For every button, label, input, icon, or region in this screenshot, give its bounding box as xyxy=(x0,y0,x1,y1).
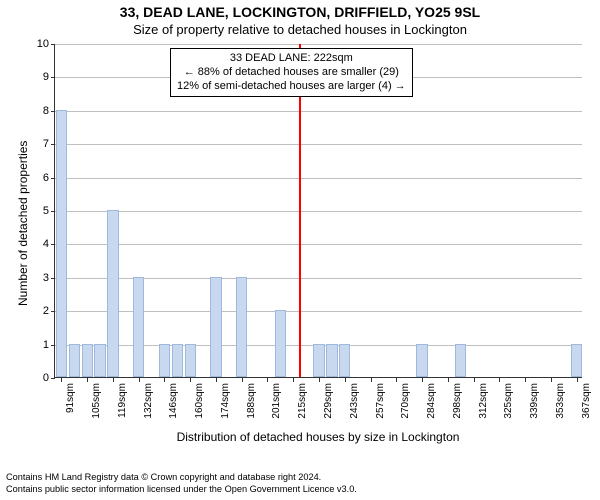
page-title: 33, DEAD LANE, LOCKINGTON, DRIFFIELD, YO… xyxy=(0,4,600,20)
x-tick-mark xyxy=(422,378,423,382)
x-tick-label: 188sqm xyxy=(246,383,257,419)
footer-line-2: Contains public sector information licen… xyxy=(6,484,357,496)
x-tick-label: 146sqm xyxy=(168,383,179,419)
y-tick-label: 2 xyxy=(43,305,49,317)
histogram-bar xyxy=(326,344,337,377)
annotation-box: 33 DEAD LANE: 222sqm ← 88% of detached h… xyxy=(170,48,413,97)
y-tick-mark xyxy=(51,345,55,346)
x-tick-mark xyxy=(345,378,346,382)
x-tick-mark xyxy=(113,378,114,382)
x-tick-label: 298sqm xyxy=(452,383,463,419)
histogram-bar xyxy=(210,277,221,377)
x-tick-mark xyxy=(242,378,243,382)
x-tick-label: 201sqm xyxy=(271,383,282,419)
x-tick-label: 229sqm xyxy=(323,383,334,419)
x-axis-label: Distribution of detached houses by size … xyxy=(54,430,582,444)
x-tick-mark xyxy=(396,378,397,382)
x-tick-label: 312sqm xyxy=(478,383,489,419)
x-tick-label: 353sqm xyxy=(555,383,566,419)
y-tick-mark xyxy=(51,311,55,312)
y-tick-label: 10 xyxy=(37,38,49,50)
gridline xyxy=(55,244,582,245)
histogram-bar xyxy=(455,344,466,377)
y-tick-label: 6 xyxy=(43,172,49,184)
histogram-bar xyxy=(133,277,144,377)
x-tick-label: 270sqm xyxy=(400,383,411,419)
annotation-line-2: ← 88% of detached houses are smaller (29… xyxy=(177,66,406,80)
x-tick-mark xyxy=(267,378,268,382)
y-tick-mark xyxy=(51,378,55,379)
histogram-bar xyxy=(69,344,80,377)
histogram-bar xyxy=(313,344,324,377)
x-tick-mark xyxy=(216,378,217,382)
y-tick-label: 1 xyxy=(43,339,49,351)
histogram-bar xyxy=(236,277,247,377)
y-tick-mark xyxy=(51,211,55,212)
y-tick-label: 4 xyxy=(43,238,49,250)
x-tick-mark xyxy=(139,378,140,382)
footer-line-1: Contains HM Land Registry data © Crown c… xyxy=(6,472,357,484)
x-tick-label: 174sqm xyxy=(220,383,231,419)
y-tick-label: 3 xyxy=(43,272,49,284)
histogram-bar xyxy=(172,344,183,377)
y-tick-label: 9 xyxy=(43,71,49,83)
x-tick-mark xyxy=(577,378,578,382)
gridline xyxy=(55,144,582,145)
gridline xyxy=(55,178,582,179)
annotation-line-3: 12% of semi-detached houses are larger (… xyxy=(177,80,406,94)
x-tick-mark xyxy=(319,378,320,382)
x-tick-mark xyxy=(164,378,165,382)
x-tick-label: 325sqm xyxy=(503,383,514,419)
x-tick-mark xyxy=(474,378,475,382)
histogram-bar xyxy=(571,344,582,377)
x-tick-mark xyxy=(551,378,552,382)
histogram-bar xyxy=(339,344,350,377)
y-tick-mark xyxy=(51,111,55,112)
y-tick-mark xyxy=(51,144,55,145)
y-tick-mark xyxy=(51,244,55,245)
gridline xyxy=(55,111,582,112)
x-tick-label: 339sqm xyxy=(529,383,540,419)
y-tick-label: 8 xyxy=(43,105,49,117)
x-tick-mark xyxy=(87,378,88,382)
attribution-footer: Contains HM Land Registry data © Crown c… xyxy=(6,472,357,495)
x-tick-label: 215sqm xyxy=(297,383,308,419)
histogram-bar xyxy=(275,310,286,377)
page-subtitle: Size of property relative to detached ho… xyxy=(0,22,600,37)
x-tick-label: 367sqm xyxy=(581,383,592,419)
histogram-bar xyxy=(94,344,105,377)
histogram-bar xyxy=(159,344,170,377)
histogram-bar xyxy=(416,344,427,377)
x-tick-label: 91sqm xyxy=(65,383,76,413)
y-tick-mark xyxy=(51,178,55,179)
y-tick-label: 7 xyxy=(43,138,49,150)
y-tick-mark xyxy=(51,278,55,279)
x-tick-label: 119sqm xyxy=(117,383,128,418)
y-tick-mark xyxy=(51,77,55,78)
x-tick-mark xyxy=(190,378,191,382)
x-tick-label: 257sqm xyxy=(375,383,386,419)
histogram-bar xyxy=(107,210,118,377)
x-tick-mark xyxy=(61,378,62,382)
x-tick-mark xyxy=(525,378,526,382)
x-tick-label: 284sqm xyxy=(426,383,437,419)
histogram-bar xyxy=(82,344,93,377)
y-axis-label: Number of detached properties xyxy=(16,141,30,306)
y-tick-mark xyxy=(51,44,55,45)
histogram-bar xyxy=(185,344,196,377)
histogram-bar xyxy=(56,110,67,377)
x-tick-mark xyxy=(499,378,500,382)
gridline xyxy=(55,211,582,212)
x-tick-label: 160sqm xyxy=(194,383,205,419)
x-tick-label: 132sqm xyxy=(143,383,154,419)
annotation-line-1: 33 DEAD LANE: 222sqm xyxy=(177,52,406,66)
x-tick-mark xyxy=(371,378,372,382)
y-tick-label: 5 xyxy=(43,205,49,217)
y-tick-label: 0 xyxy=(43,372,49,384)
x-tick-label: 105sqm xyxy=(91,383,102,419)
x-tick-label: 243sqm xyxy=(349,383,360,419)
x-tick-mark xyxy=(293,378,294,382)
x-tick-mark xyxy=(448,378,449,382)
gridline xyxy=(55,44,582,45)
